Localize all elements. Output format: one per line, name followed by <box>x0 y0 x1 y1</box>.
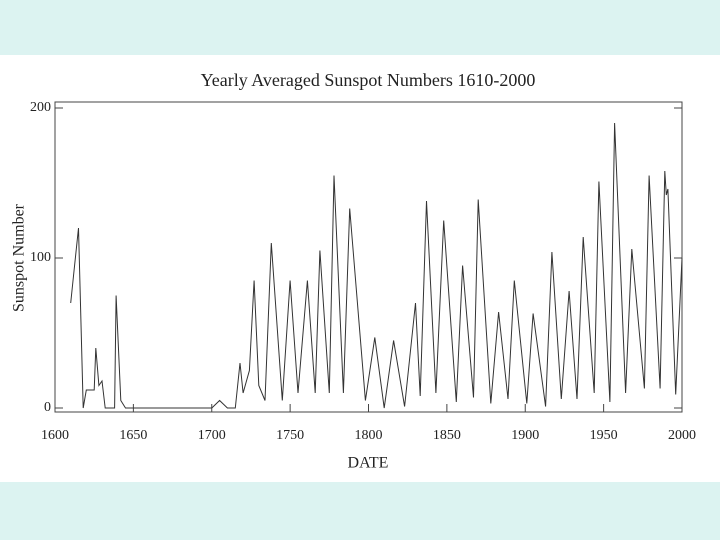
x-tick-label: 1800 <box>355 428 383 443</box>
x-tick-label: 1700 <box>198 428 226 443</box>
x-tick-label: 1600 <box>41 428 69 443</box>
y-tick-label: 200 <box>30 100 51 115</box>
y-tick-label: 0 <box>44 400 51 415</box>
y-tick-label: 100 <box>30 250 51 265</box>
chart-title: Yearly Averaged Sunspot Numbers 1610-200… <box>201 70 536 90</box>
x-tick-label: 1950 <box>590 428 618 443</box>
y-axis-label: Sunspot Number <box>11 203 28 312</box>
slide-panel <box>0 55 720 482</box>
x-tick-label: 1650 <box>119 428 147 443</box>
x-tick-label: 1750 <box>276 428 304 443</box>
x-tick-label: 1900 <box>511 428 539 443</box>
x-tick-label: 1850 <box>433 428 461 443</box>
data-line <box>70 122 683 409</box>
x-tick-label: 2000 <box>668 428 696 443</box>
x-axis-label: DATE <box>348 455 389 472</box>
